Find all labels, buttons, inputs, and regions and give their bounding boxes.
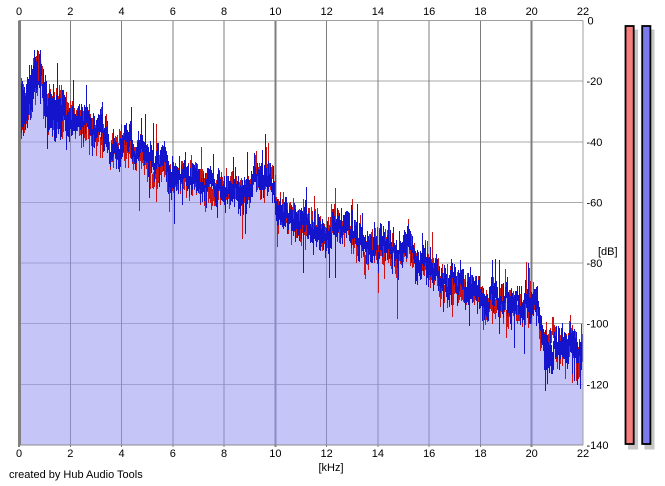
svg-text:12: 12 (320, 6, 332, 18)
svg-text:20: 20 (526, 6, 538, 18)
svg-text:0: 0 (588, 16, 594, 28)
svg-text:0: 0 (16, 6, 22, 18)
svg-text:6: 6 (170, 6, 176, 18)
svg-text:8: 8 (221, 6, 227, 18)
svg-text:16: 16 (423, 448, 435, 460)
svg-text:-140: -140 (587, 440, 609, 452)
svg-text:14: 14 (372, 6, 384, 18)
svg-text:20: 20 (526, 448, 538, 460)
svg-text:2: 2 (67, 6, 73, 18)
svg-text:4: 4 (118, 448, 124, 460)
svg-text:22: 22 (577, 448, 589, 460)
svg-text:-80: -80 (587, 258, 603, 270)
svg-text:14: 14 (372, 448, 384, 460)
svg-text:18: 18 (474, 448, 486, 460)
svg-text:12: 12 (320, 448, 332, 460)
svg-text:0: 0 (16, 448, 22, 460)
svg-text:22: 22 (577, 6, 589, 18)
svg-text:-120: -120 (587, 379, 609, 391)
svg-text:[dB]: [dB] (598, 246, 618, 258)
svg-text:[kHz]: [kHz] (318, 462, 343, 474)
svg-text:-40: -40 (587, 137, 603, 149)
svg-text:4: 4 (118, 6, 124, 18)
svg-text:18: 18 (474, 6, 486, 18)
svg-text:created by Hub Audio Tools: created by Hub Audio Tools (9, 469, 143, 481)
svg-text:10: 10 (269, 448, 281, 460)
svg-text:2: 2 (67, 448, 73, 460)
svg-text:-60: -60 (587, 197, 603, 209)
svg-text:10: 10 (269, 6, 281, 18)
svg-text:8: 8 (221, 448, 227, 460)
svg-text:16: 16 (423, 6, 435, 18)
svg-text:-20: -20 (587, 76, 603, 88)
svg-text:6: 6 (170, 448, 176, 460)
svg-text:-100: -100 (587, 319, 609, 331)
